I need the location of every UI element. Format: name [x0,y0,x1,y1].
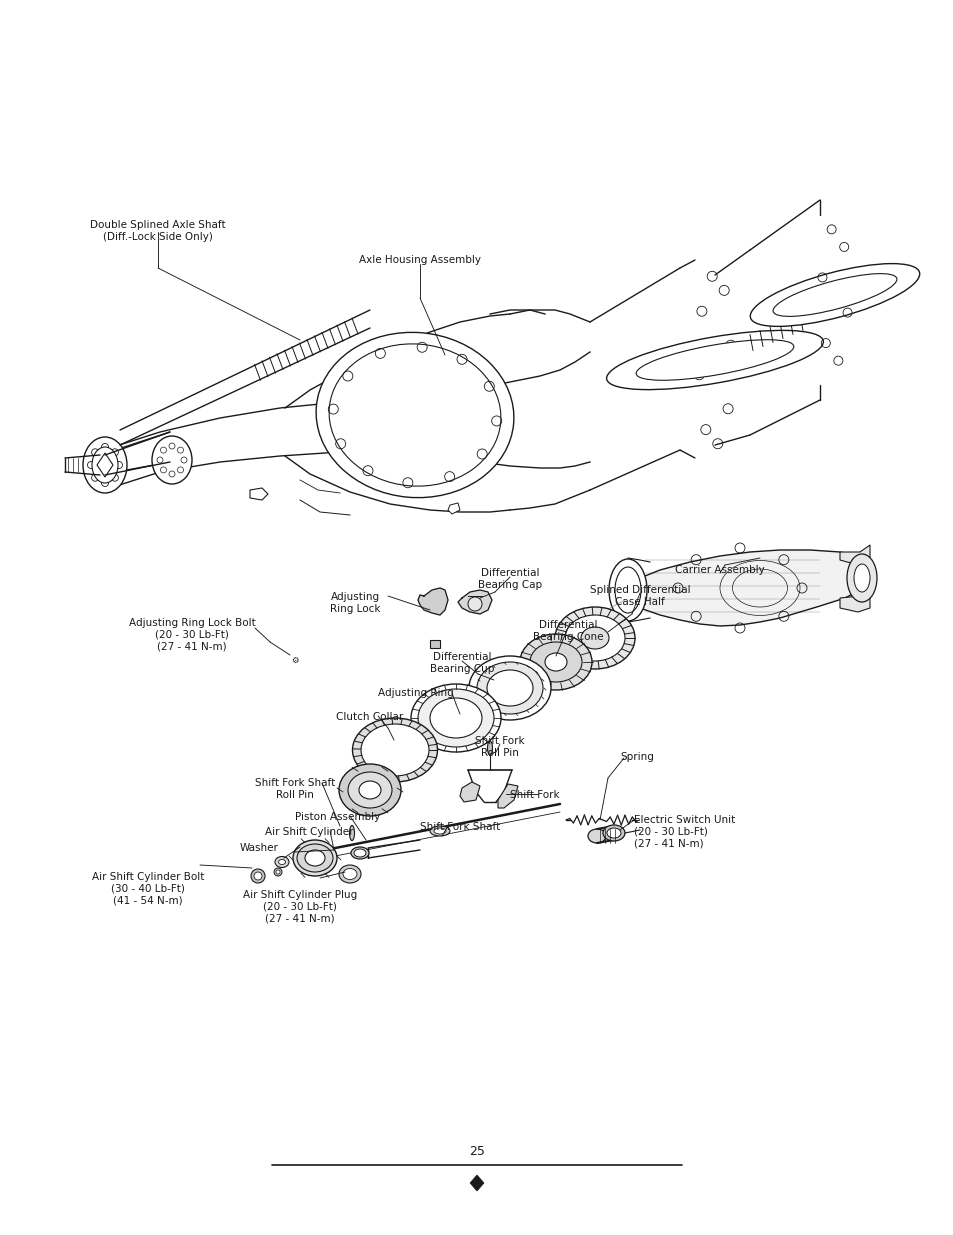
Text: Axle Housing Assembly: Axle Housing Assembly [358,254,480,266]
Ellipse shape [152,436,192,484]
Text: Shift Fork
Roll Pin: Shift Fork Roll Pin [475,736,524,757]
Text: Spring: Spring [619,752,653,762]
Text: Splined Differential
Case Half: Splined Differential Case Half [589,585,690,606]
Text: Air Shift Cylinder Bolt
(30 - 40 Lb-Ft)
(41 - 54 N-m): Air Shift Cylinder Bolt (30 - 40 Lb-Ft) … [91,872,204,905]
Ellipse shape [749,263,919,326]
Ellipse shape [338,864,360,883]
Text: Differential
Bearing Cap: Differential Bearing Cap [477,568,541,589]
Polygon shape [459,782,479,802]
Text: Washer: Washer [240,844,278,853]
Text: Shift Fork Shaft: Shift Fork Shaft [419,823,499,832]
Polygon shape [497,784,517,808]
Ellipse shape [602,825,624,841]
Ellipse shape [636,340,793,380]
Ellipse shape [853,564,869,592]
Ellipse shape [349,825,355,841]
Polygon shape [417,588,448,615]
Circle shape [274,868,282,876]
Ellipse shape [338,764,400,816]
Text: Adjusting Ring: Adjusting Ring [377,688,454,698]
Ellipse shape [411,684,500,752]
Ellipse shape [293,840,336,876]
Text: Shift Fork: Shift Fork [510,790,559,800]
Ellipse shape [487,741,492,755]
Ellipse shape [587,829,605,844]
Polygon shape [619,550,869,626]
Circle shape [275,869,280,874]
Text: Adjusting Ring Lock Bolt
(20 - 30 Lb-Ft)
(27 - 41 N-m): Adjusting Ring Lock Bolt (20 - 30 Lb-Ft)… [129,618,255,651]
Ellipse shape [564,615,624,661]
Ellipse shape [606,827,620,839]
Text: Adjusting
Ring Lock: Adjusting Ring Lock [330,592,380,614]
Ellipse shape [83,437,127,493]
Ellipse shape [354,848,366,857]
Ellipse shape [305,850,325,866]
Ellipse shape [417,689,494,747]
Ellipse shape [430,826,450,836]
Text: Electric Switch Unit
(20 - 30 Lb-Ft)
(27 - 41 N-m): Electric Switch Unit (20 - 30 Lb-Ft) (27… [634,815,735,848]
Ellipse shape [606,331,822,389]
Ellipse shape [608,559,646,621]
Circle shape [251,869,265,883]
Ellipse shape [315,332,514,498]
Ellipse shape [352,718,437,782]
Ellipse shape [615,567,640,613]
Ellipse shape [519,634,592,690]
Circle shape [253,872,262,881]
Ellipse shape [469,656,551,720]
Ellipse shape [555,606,635,669]
Text: Carrier Assembly: Carrier Assembly [675,564,764,576]
Ellipse shape [468,597,481,611]
Ellipse shape [530,642,581,682]
Ellipse shape [348,772,392,808]
Ellipse shape [343,868,356,879]
Text: Air Shift Cylinder Plug
(20 - 30 Lb-Ft)
(27 - 41 N-m): Air Shift Cylinder Plug (20 - 30 Lb-Ft) … [243,890,356,924]
Ellipse shape [476,662,542,714]
Polygon shape [430,640,439,648]
Text: Piston Assembly: Piston Assembly [294,811,380,823]
Polygon shape [457,590,492,614]
Ellipse shape [329,343,500,487]
Ellipse shape [430,698,481,739]
Polygon shape [97,453,112,477]
Text: Differential
Bearing Cone: Differential Bearing Cone [532,620,602,642]
Ellipse shape [296,844,333,872]
Ellipse shape [274,857,289,867]
Ellipse shape [91,447,118,483]
Text: Differential
Bearing Cup: Differential Bearing Cup [430,652,494,673]
Ellipse shape [278,860,285,864]
Ellipse shape [544,653,566,671]
Ellipse shape [580,627,608,650]
Ellipse shape [846,555,876,601]
Ellipse shape [486,671,533,706]
Ellipse shape [360,724,429,776]
Ellipse shape [358,781,380,799]
Ellipse shape [772,274,896,316]
Polygon shape [840,592,869,613]
Polygon shape [448,503,459,514]
Text: Air Shift Cylinder: Air Shift Cylinder [265,827,354,837]
Ellipse shape [434,827,446,834]
Text: Shift Fork Shaft
Roll Pin: Shift Fork Shaft Roll Pin [254,778,335,799]
Text: ⚙: ⚙ [291,656,298,664]
Polygon shape [470,1174,483,1191]
Text: Double Splined Axle Shaft
(Diff.-Lock Side Only): Double Splined Axle Shaft (Diff.-Lock Si… [91,220,226,242]
Ellipse shape [351,847,369,860]
Polygon shape [250,488,268,500]
Polygon shape [840,545,869,564]
Text: Clutch Collar: Clutch Collar [335,713,403,722]
Text: 25: 25 [469,1145,484,1158]
